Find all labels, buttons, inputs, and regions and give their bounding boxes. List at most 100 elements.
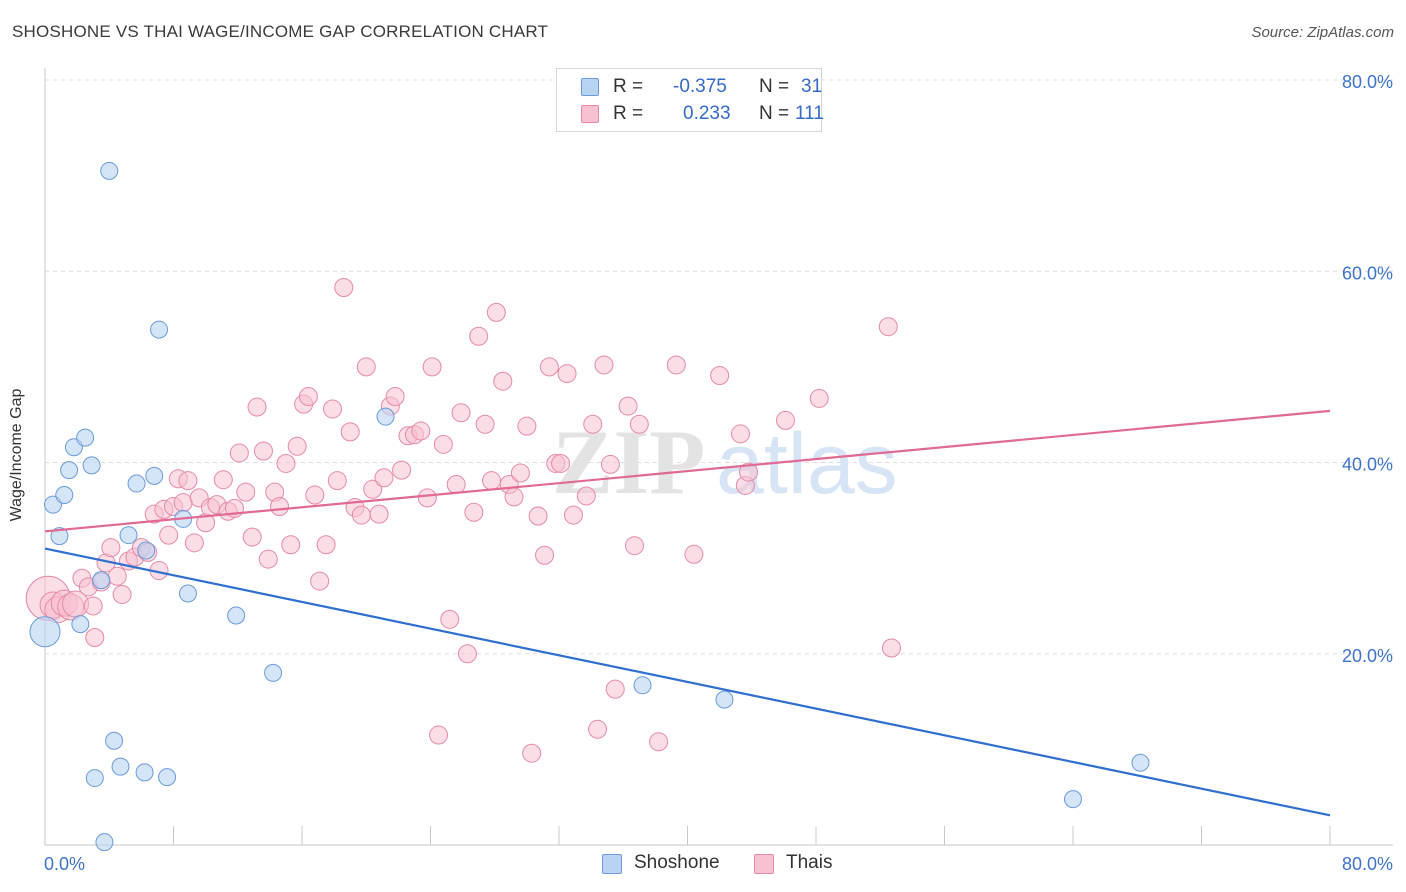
thai-point [563,505,583,525]
thai-point [298,387,318,407]
thai-point [710,365,730,385]
thai-point [594,355,614,375]
thai-point [535,545,555,565]
shoshone-point [82,456,101,475]
grid-lines [45,79,1393,655]
thai-point [363,479,383,499]
thai-trend-line [44,409,1331,533]
legend-thai-swatch [754,854,774,874]
shoshone-point [105,731,124,750]
y-tick-label: 60.0% [1342,263,1393,283]
thai-point [600,454,620,474]
thai-point [112,584,132,604]
thai-point [504,487,524,507]
thai-point [411,421,431,441]
thai-point [107,566,127,586]
thai-point [624,536,644,556]
thai-point [666,355,686,375]
thai-point [739,462,759,482]
thai-point [356,357,376,377]
thai-point [184,533,204,553]
y-tick-label: 80.0% [1342,72,1393,92]
thai-point [213,470,233,490]
thai-point [281,535,301,555]
axes [44,68,1393,846]
x-tick-label: 0.0% [44,854,85,874]
thai-point [649,732,669,752]
thai-point [351,505,371,525]
tick-labels: 20.0% 40.0% 60.0% 80.0% 0.0% 80.0% [44,72,1393,874]
thai-point [618,396,638,416]
shoshone-point [264,663,283,682]
thai-point [236,482,256,502]
thai-point [385,387,405,407]
shoshone-point [178,584,197,603]
thai-point [178,471,198,491]
thai-point [159,525,179,545]
thai-point [522,743,542,763]
r-label: R = [613,76,644,97]
legend-thai-label: Thais [786,852,833,873]
thai-point [557,364,577,384]
thai-point [83,596,103,616]
chart-title: SHOSHONE VS THAI WAGE/INCOME GAP CORRELA… [12,22,549,41]
shoshone-point [100,161,119,180]
shoshone-r-value: -0.375 [673,76,727,97]
shoshone-point [119,526,138,545]
thai-point [881,638,901,658]
thai-point [731,424,751,444]
source-label: Source: ZipAtlas.com [1251,24,1394,41]
shoshone-point [227,606,246,625]
thai-point [242,527,262,547]
shoshone-point [376,407,395,426]
n-label: N = [759,76,790,97]
thai-point [258,549,278,569]
thai-point [229,443,249,463]
thai-point [310,571,330,591]
thai-point [287,436,307,456]
thai-point [253,441,273,461]
thai-point [482,471,502,491]
shoshone-point [95,833,114,852]
thai-point [684,544,704,564]
thai-point [588,719,608,739]
shoshone-points [29,161,1150,852]
thai-point [510,463,530,483]
legend-shoshone-swatch [602,854,622,874]
thai-point [101,538,121,558]
legend-shoshone-label: Shoshone [634,852,720,873]
thai-point [551,453,571,473]
trend-lines [44,409,1331,817]
y-axis-label: Wage/Income Gap [8,388,25,522]
n-label: N = [759,103,790,124]
shoshone-point [76,428,95,447]
thai-point [517,416,537,436]
thai-point [583,414,603,434]
x-tick-label: 80.0% [1342,854,1393,874]
thai-point [392,460,412,480]
thai-point [440,609,460,629]
shoshone-point [633,676,652,695]
thai-point [878,317,898,337]
thai-point [316,535,336,555]
shoshone-n-value: 31 [801,76,823,97]
thai-point [446,474,466,494]
watermark-zip: ZIP [552,411,705,513]
y-tick-label: 40.0% [1342,455,1393,475]
stats-box: R = -0.375 N = 31 R = 0.233 N = 111 [556,68,824,132]
shoshone-point [29,616,61,648]
thai-point [173,493,193,513]
shoshone-point [158,768,177,787]
thai-point [486,302,506,322]
legend: Shoshone Thais [602,852,842,876]
thai-point [429,725,449,745]
shoshone-point [71,615,90,634]
shoshone-point [1131,753,1150,772]
thai-point [464,502,484,522]
shoshone-point [715,690,734,709]
thai-point [775,410,795,430]
thai-r-value: 0.233 [683,103,731,124]
shoshone-swatch [581,78,599,96]
thai-point [433,434,453,454]
